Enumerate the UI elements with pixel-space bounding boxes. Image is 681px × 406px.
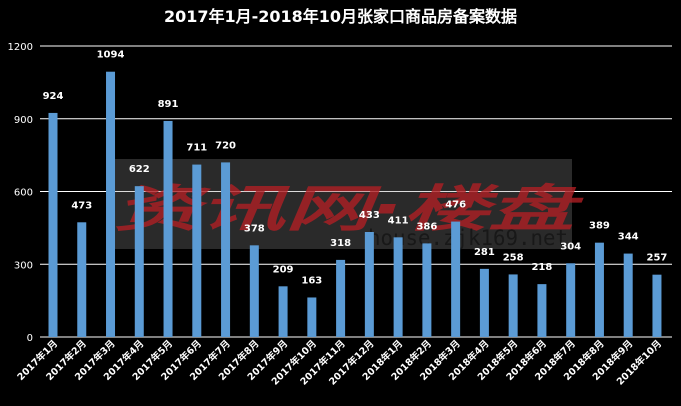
bar bbox=[422, 243, 432, 337]
y-tick-label: 900 bbox=[14, 115, 33, 126]
bar bbox=[393, 237, 403, 337]
data-label: 389 bbox=[589, 221, 610, 232]
data-label: 473 bbox=[71, 200, 92, 211]
data-label: 218 bbox=[531, 262, 552, 273]
data-label: 344 bbox=[618, 232, 639, 243]
bar bbox=[652, 274, 662, 337]
bar bbox=[623, 253, 633, 337]
data-label: 163 bbox=[301, 275, 322, 286]
y-tick-label: 300 bbox=[14, 260, 33, 271]
data-label: 209 bbox=[273, 264, 294, 275]
watermark: 资讯网·楼盘 house.zjk169.net bbox=[107, 159, 584, 250]
bar bbox=[451, 221, 461, 337]
data-label: 411 bbox=[388, 215, 409, 226]
data-label: 891 bbox=[158, 99, 179, 110]
bar bbox=[221, 162, 231, 337]
bars bbox=[48, 71, 662, 338]
y-tick-label: 600 bbox=[14, 188, 33, 199]
bar bbox=[364, 231, 374, 337]
data-label: 622 bbox=[129, 164, 150, 175]
y-tick-label: 0 bbox=[27, 333, 33, 344]
data-label: 304 bbox=[560, 241, 581, 252]
data-label: 711 bbox=[186, 143, 207, 154]
bar bbox=[307, 297, 317, 337]
bar bbox=[594, 242, 604, 337]
y-axis-ticks: 0 300 600 900 1200 bbox=[8, 42, 33, 344]
y-tick-label: 1200 bbox=[8, 42, 33, 53]
bar bbox=[537, 284, 547, 337]
x-axis-ticks: 2017年1月2017年2月2017年3月2017年4月2017年5月2017年… bbox=[15, 338, 664, 388]
bar bbox=[48, 112, 58, 338]
bar bbox=[134, 186, 144, 337]
bar bbox=[163, 120, 173, 338]
data-label: 257 bbox=[647, 253, 668, 264]
data-label: 476 bbox=[445, 200, 466, 211]
watermark-band bbox=[107, 159, 572, 249]
bar bbox=[192, 164, 202, 337]
bar bbox=[106, 71, 116, 337]
bar bbox=[479, 268, 489, 337]
bar bbox=[336, 259, 346, 337]
bar bbox=[278, 286, 288, 337]
bar bbox=[77, 222, 87, 337]
bar bbox=[566, 263, 576, 337]
data-label: 318 bbox=[330, 238, 351, 249]
data-label: 720 bbox=[215, 140, 236, 151]
data-label: 1094 bbox=[97, 50, 125, 61]
bar bbox=[249, 245, 259, 337]
data-label: 378 bbox=[244, 223, 265, 234]
data-labels: 924 473 1094 622 891 711 720 378 209 163 318 433 411… bbox=[43, 50, 668, 287]
data-label: 258 bbox=[503, 252, 524, 263]
data-label: 924 bbox=[43, 91, 64, 102]
data-label: 433 bbox=[359, 210, 380, 221]
data-label: 281 bbox=[474, 247, 495, 258]
data-label: 386 bbox=[416, 221, 437, 232]
chart-title: 2017年1月-2018年10月张家口商品房备案数据 bbox=[164, 7, 517, 26]
bar bbox=[508, 274, 518, 337]
